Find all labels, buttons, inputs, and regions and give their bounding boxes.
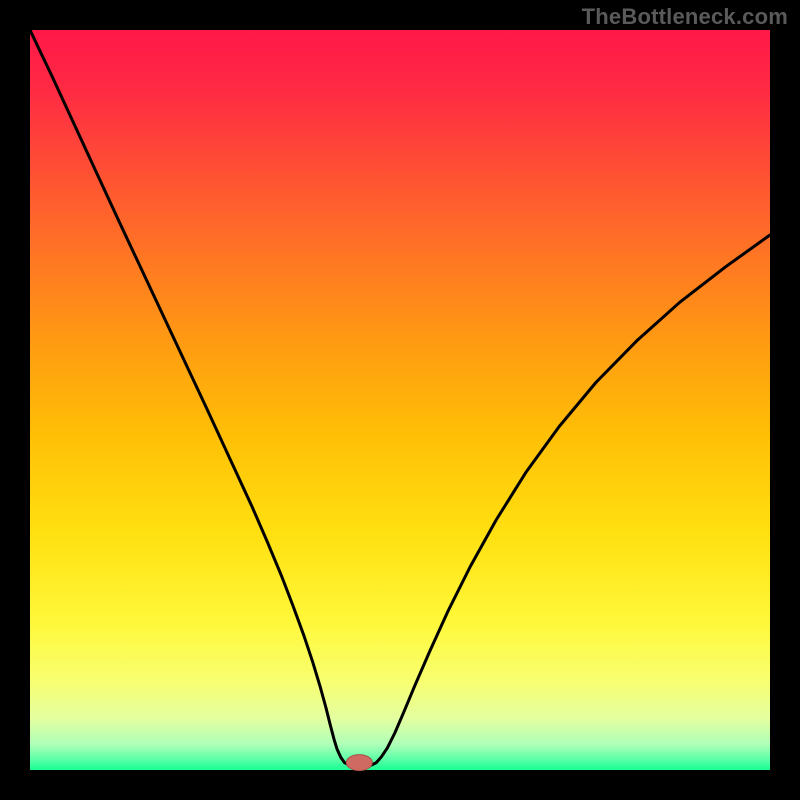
plot-background (30, 30, 770, 770)
bottleneck-chart (0, 0, 800, 800)
chart-container: { "watermark": { "text": "TheBottleneck.… (0, 0, 800, 800)
watermark-text: TheBottleneck.com (582, 4, 788, 30)
optimal-point-marker (346, 755, 372, 771)
